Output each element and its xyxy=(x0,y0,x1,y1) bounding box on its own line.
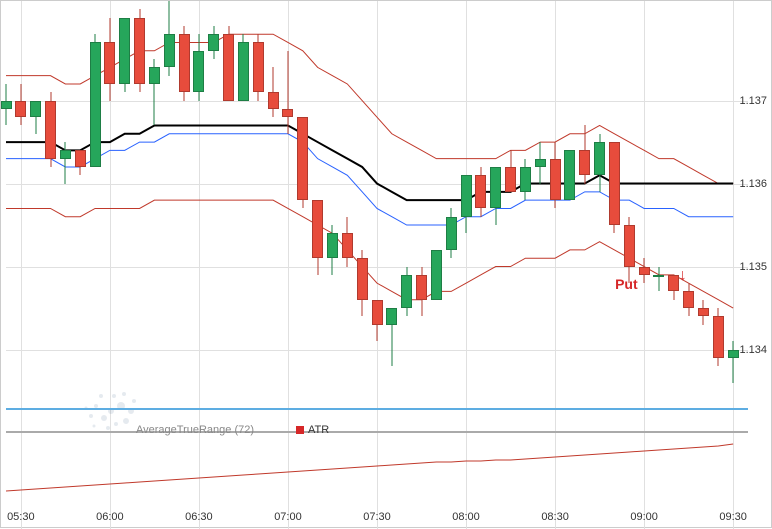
candle xyxy=(193,34,204,100)
candle xyxy=(372,300,383,341)
y-tick-label: 1.137 xyxy=(739,95,767,107)
put-annotation-arrow-icon: ↓ xyxy=(679,267,687,285)
candle xyxy=(594,134,605,192)
x-axis-bottom: 05:30 06:00 06:30 07:00 07:30 08:00 08:30 09:00… xyxy=(6,505,748,525)
candle xyxy=(208,26,219,59)
candle xyxy=(30,101,41,134)
candle xyxy=(268,67,279,117)
x-tick-label: 07:30 xyxy=(363,511,391,523)
candle xyxy=(520,159,531,200)
y-tick-label: 1.136 xyxy=(739,178,767,190)
candle xyxy=(401,267,412,317)
x-tick-label: 06:30 xyxy=(185,511,213,523)
candle xyxy=(1,84,12,125)
x-tick-label: 06:00 xyxy=(96,511,124,523)
candle xyxy=(149,59,160,125)
candle xyxy=(579,125,590,183)
x-tick-label: 08:30 xyxy=(541,511,569,523)
candle xyxy=(713,308,724,366)
x-tick-label: 08:00 xyxy=(452,511,480,523)
candle xyxy=(223,26,234,101)
blue-line xyxy=(6,134,733,225)
candle xyxy=(416,267,427,317)
middle-line xyxy=(6,125,733,200)
x-tick-label: 07:00 xyxy=(274,511,302,523)
candle xyxy=(446,208,457,258)
candle xyxy=(327,225,338,275)
candle xyxy=(431,250,442,300)
main-chart-area[interactable]: Put ↓ xyxy=(6,1,748,391)
candle xyxy=(624,217,635,283)
candle xyxy=(564,150,575,200)
candle xyxy=(253,34,264,100)
candle xyxy=(461,175,472,233)
candle xyxy=(119,18,130,93)
y-tick-label: 1.135 xyxy=(739,261,767,273)
candle xyxy=(490,167,501,225)
y-axis-right: 1.134 1.135 1.136 1.137 xyxy=(729,1,769,391)
candle xyxy=(683,283,694,316)
put-annotation-label: Put xyxy=(615,276,638,292)
candle xyxy=(505,150,516,191)
candle xyxy=(653,267,664,292)
candle xyxy=(134,9,145,92)
candle xyxy=(297,117,308,208)
x-tick-label: 05:30 xyxy=(7,511,35,523)
candle xyxy=(475,167,486,217)
candle xyxy=(698,300,709,325)
chart-container: Put ↓ 1.134 1.135 1.136 1.137 AverageTrueRa… xyxy=(0,0,772,528)
candle xyxy=(609,142,620,233)
x-tick-label: 09:00 xyxy=(630,511,658,523)
candle xyxy=(668,275,679,300)
candle xyxy=(342,217,353,267)
candle xyxy=(164,1,175,76)
candle xyxy=(238,34,249,100)
atr-line xyxy=(6,396,748,501)
x-tick-label: 09:30 xyxy=(719,511,747,523)
candle xyxy=(282,51,293,134)
candle xyxy=(15,84,26,125)
y-tick-label: 1.134 xyxy=(739,344,767,356)
candle xyxy=(386,308,397,366)
candle xyxy=(639,258,650,283)
candle xyxy=(104,18,115,101)
candle xyxy=(60,142,71,183)
candle xyxy=(550,142,561,208)
candle xyxy=(179,26,190,101)
indicator-panel[interactable]: AverageTrueRange (72) ATR xyxy=(6,396,748,501)
candle xyxy=(357,250,368,316)
candle xyxy=(90,34,101,167)
candle xyxy=(535,142,546,183)
candle xyxy=(45,92,56,167)
candle xyxy=(75,150,86,175)
candle xyxy=(312,200,323,275)
